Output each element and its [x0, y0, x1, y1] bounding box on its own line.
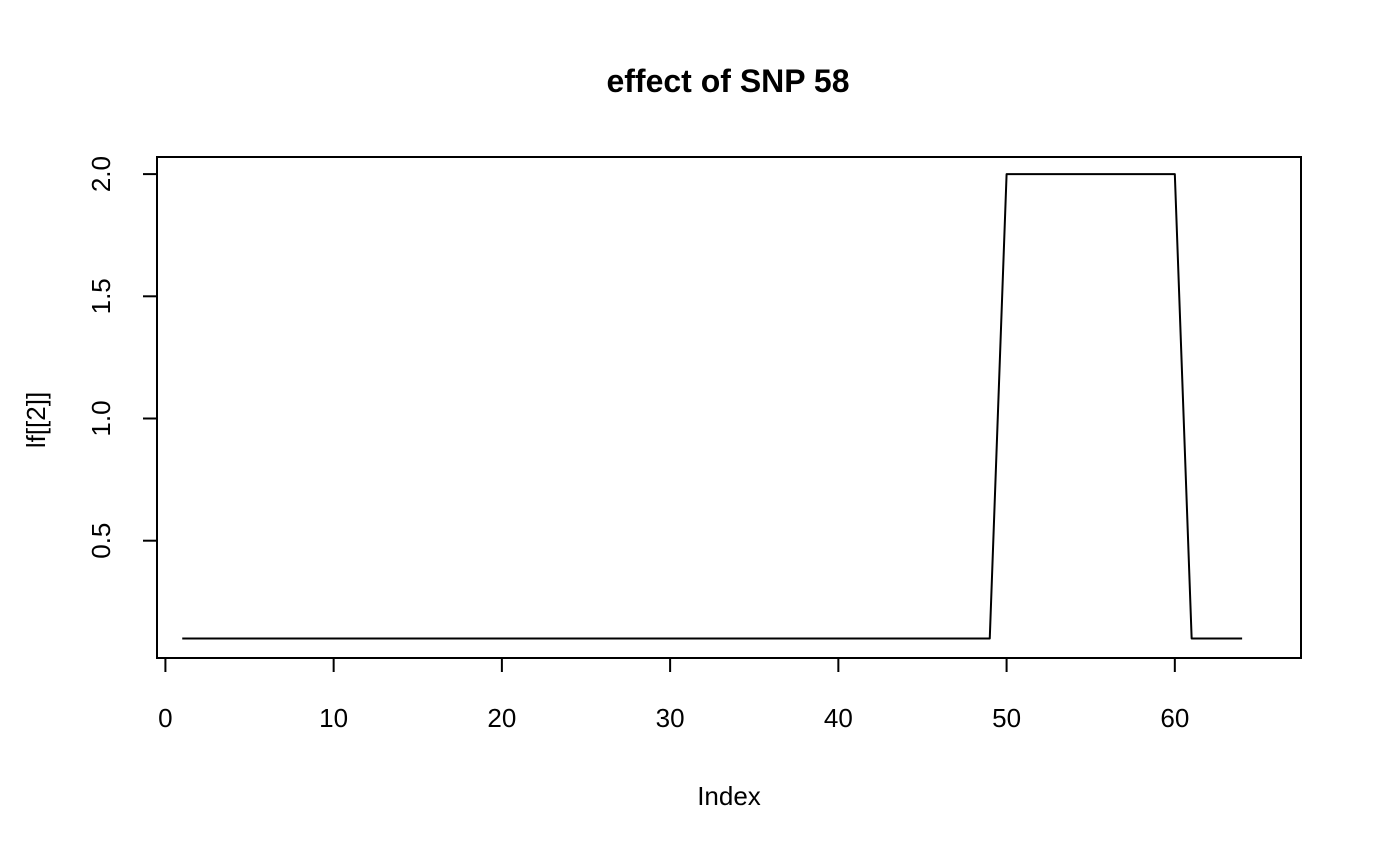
y-axis: 0.5 1.0 1.5 2.0 — [86, 156, 158, 559]
x-axis: 0 10 20 30 40 50 60 — [158, 657, 1189, 733]
x-tick-label: 30 — [656, 703, 685, 733]
x-tick-label: 10 — [319, 703, 348, 733]
y-tick-label: 1.5 — [86, 278, 116, 314]
x-tick-label: 50 — [992, 703, 1021, 733]
x-axis-label: Index — [697, 781, 761, 811]
x-tick-label: 20 — [487, 703, 516, 733]
y-tick-label: 1.0 — [86, 400, 116, 436]
x-tick-label: 60 — [1160, 703, 1189, 733]
series-line — [182, 173, 1243, 640]
x-tick-label: 0 — [158, 703, 172, 733]
plot-frame — [156, 156, 1302, 659]
chart-title: effect of SNP 58 — [606, 63, 849, 99]
y-tick-label: 0.5 — [86, 523, 116, 559]
series-layer — [182, 173, 1243, 640]
x-tick-label: 40 — [824, 703, 853, 733]
y-tick-label: 2.0 — [86, 156, 116, 192]
y-axis-label: lf[[2]] — [21, 392, 51, 448]
